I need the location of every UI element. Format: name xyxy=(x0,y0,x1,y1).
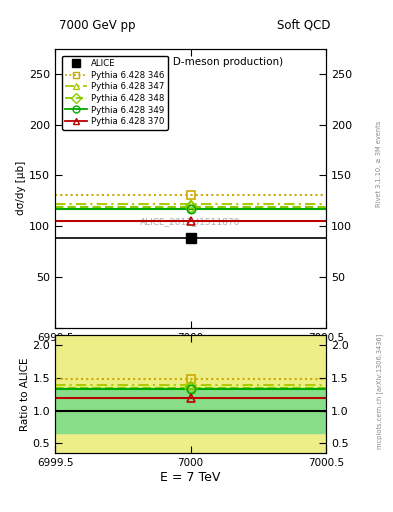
Text: mcplots.cern.ch [arXiv:1306.3436]: mcplots.cern.ch [arXiv:1306.3436] xyxy=(376,334,383,450)
Text: ALICE_2017_I1511870: ALICE_2017_I1511870 xyxy=(140,217,241,226)
Legend: ALICE, Pythia 6.428 346, Pythia 6.428 347, Pythia 6.428 348, Pythia 6.428 349, P: ALICE, Pythia 6.428 346, Pythia 6.428 34… xyxy=(62,56,168,130)
Text: 7000 GeV pp: 7000 GeV pp xyxy=(59,19,136,32)
Text: Rivet 3.1.10, ≥ 3M events: Rivet 3.1.10, ≥ 3M events xyxy=(376,121,382,207)
Bar xyxy=(55,388,326,434)
Y-axis label: dσ/dy [μb]: dσ/dy [μb] xyxy=(16,161,26,215)
Text: σ(Ds⁺) (ALICE D-meson production): σ(Ds⁺) (ALICE D-meson production) xyxy=(99,57,283,67)
Text: Soft QCD: Soft QCD xyxy=(277,19,330,32)
Y-axis label: Ratio to ALICE: Ratio to ALICE xyxy=(20,357,29,431)
X-axis label: E = 7 TeV: E = 7 TeV xyxy=(160,471,221,484)
